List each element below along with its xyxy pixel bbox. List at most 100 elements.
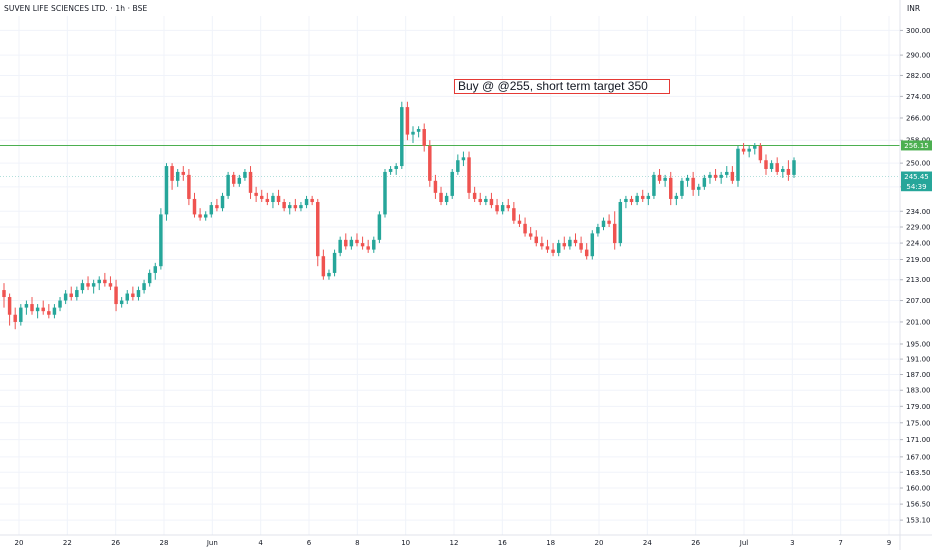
- candle: [405, 101, 410, 141]
- time-tick-label: 4: [258, 539, 263, 547]
- candle-body: [422, 129, 426, 146]
- candle-body: [52, 307, 57, 315]
- candle: [24, 300, 29, 315]
- candle: [624, 195, 628, 209]
- candle: [450, 168, 454, 199]
- candle: [545, 239, 550, 253]
- time-axis[interactable]: 20 22 26 28 Jun 4 6 8 10 12 16 18 20 24 26 Jul 3 7 9: [0, 534, 932, 547]
- time-tick-label: 3: [790, 539, 794, 547]
- candle-body: [775, 163, 779, 172]
- candle: [344, 233, 348, 250]
- candle-body: [517, 220, 522, 224]
- candle-body: [618, 202, 623, 244]
- candle: [652, 171, 656, 199]
- price-tick-label: 195.00: [906, 341, 931, 349]
- price-tick-label: 183.00: [906, 387, 931, 395]
- candle: [528, 227, 533, 240]
- candle: [472, 186, 477, 203]
- candle-body: [41, 307, 45, 312]
- price-axis-label: 256.15: [901, 140, 932, 151]
- symbol-title: SUVEN LIFE SCIENCES LTD. · 1h · BSE: [4, 4, 148, 13]
- time-tick-label: 26: [111, 539, 120, 547]
- candle-body: [119, 300, 124, 305]
- candle-body: [478, 198, 482, 203]
- candle: [534, 230, 539, 247]
- candle: [254, 186, 258, 203]
- candle: [764, 154, 768, 175]
- price-axis-labels: 256.15 245.45 54:39: [901, 140, 932, 192]
- horizontal-price-line[interactable]: [0, 144, 900, 177]
- candle-body: [192, 198, 197, 215]
- candle-body: [181, 171, 186, 175]
- candle: [792, 157, 796, 178]
- candle: [159, 208, 163, 270]
- candle-body: [624, 198, 628, 203]
- candle: [388, 166, 393, 175]
- candle-body: [456, 160, 460, 172]
- time-tick-label: 12: [450, 539, 459, 547]
- candle: [243, 168, 247, 181]
- candle: [607, 214, 611, 228]
- candle-body: [786, 168, 791, 175]
- candle-body: [316, 202, 320, 257]
- candle-body: [338, 239, 342, 253]
- price-tick-label: 171.00: [906, 436, 931, 444]
- candle: [725, 166, 729, 178]
- candle-body: [416, 129, 421, 132]
- candle: [590, 230, 595, 260]
- candle-body: [159, 214, 163, 267]
- candle: [584, 243, 589, 260]
- candle: [355, 233, 359, 247]
- candle: [596, 223, 600, 237]
- candle: [669, 171, 673, 206]
- candle-body: [276, 195, 281, 203]
- candle-body: [327, 272, 331, 277]
- candle-body: [523, 223, 527, 234]
- candle: [629, 195, 634, 206]
- candle-body: [758, 145, 763, 161]
- candle: [86, 276, 90, 291]
- time-tick-label: 20: [595, 539, 604, 547]
- price-axis-label-bg: [901, 140, 932, 151]
- candle: [19, 304, 23, 326]
- candle-body: [377, 214, 382, 240]
- candle-body: [556, 243, 561, 253]
- price-tick-label: 290.00: [906, 52, 931, 60]
- candle-body: [584, 249, 589, 257]
- candle: [114, 279, 118, 312]
- candle-body: [736, 148, 740, 181]
- candle-body: [142, 283, 146, 291]
- candle-body: [86, 283, 90, 287]
- candle-body: [30, 304, 34, 312]
- candle-body: [528, 233, 533, 237]
- candle: [730, 166, 735, 184]
- candle: [170, 163, 174, 190]
- candle-body: [220, 195, 225, 209]
- candle: [512, 202, 516, 224]
- price-tick-label: 224.00: [906, 240, 931, 248]
- candle: [433, 174, 438, 199]
- candle: [646, 192, 651, 206]
- price-axis-label: 245.45: [901, 171, 932, 182]
- candle-body: [439, 192, 443, 203]
- candle-body: [545, 246, 550, 250]
- candle-body: [372, 239, 376, 250]
- candle: [697, 183, 701, 196]
- candle-body: [58, 300, 62, 308]
- candle-body: [2, 290, 6, 298]
- candle: [119, 297, 124, 308]
- candle: [316, 198, 320, 267]
- candle-body: [663, 177, 667, 181]
- price-scale[interactable]: 300.00290.00282.00274.00266.00258.00250.…: [899, 0, 931, 550]
- trade-annotation[interactable]: Buy @ @255, short term target 350: [454, 79, 670, 94]
- candle-body: [444, 195, 449, 203]
- candle: [299, 202, 303, 212]
- time-tick-label: 6: [307, 539, 312, 547]
- price-tick-label: 207.00: [906, 297, 931, 305]
- candle: [366, 239, 370, 253]
- candle-body: [97, 279, 101, 284]
- candle-body: [607, 220, 611, 224]
- candle-body: [433, 180, 438, 193]
- candle: [7, 293, 12, 326]
